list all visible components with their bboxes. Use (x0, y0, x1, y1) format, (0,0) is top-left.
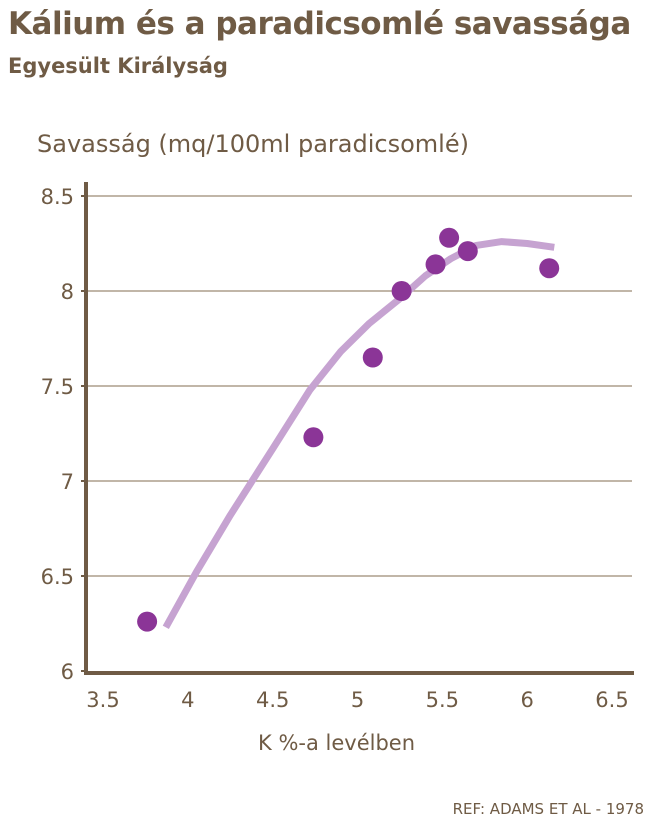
y-axis-label: Savasság (mq/100ml paradicsomlé) (37, 130, 469, 158)
x-tick-label: 5.5 (426, 688, 459, 712)
data-point (362, 347, 383, 368)
x-tick-label: 5 (351, 688, 364, 712)
data-point (303, 427, 324, 448)
x-axis-label: K %-a levélben (258, 731, 416, 755)
y-tick-label: 7.5 (41, 375, 74, 399)
data-point (137, 611, 158, 632)
data-point (439, 227, 460, 248)
y-tick-label: 6.5 (41, 565, 74, 589)
y-tick-label: 6 (61, 660, 74, 684)
data-point (539, 258, 560, 279)
x-tick-label: 3.5 (86, 688, 119, 712)
chart-subtitle: Egyesült Királyság (8, 54, 228, 78)
y-tick-label: 7 (61, 470, 74, 494)
y-tick-label: 8 (61, 280, 74, 304)
data-point (391, 281, 412, 301)
data-point (457, 241, 478, 262)
chart-title: Kálium és a paradicsomlé savassága (8, 6, 631, 42)
data-point (425, 254, 446, 275)
x-tick-label: 4 (181, 688, 194, 712)
x-tick-label: 6 (520, 688, 533, 712)
y-tick-label: 8.5 (41, 185, 74, 209)
trend-line (162, 238, 555, 629)
x-tick-label: 4.5 (256, 688, 289, 712)
reference-note: REF: ADAMS ET AL - 1978 (452, 800, 644, 818)
x-tick-label: 6.5 (595, 688, 628, 712)
